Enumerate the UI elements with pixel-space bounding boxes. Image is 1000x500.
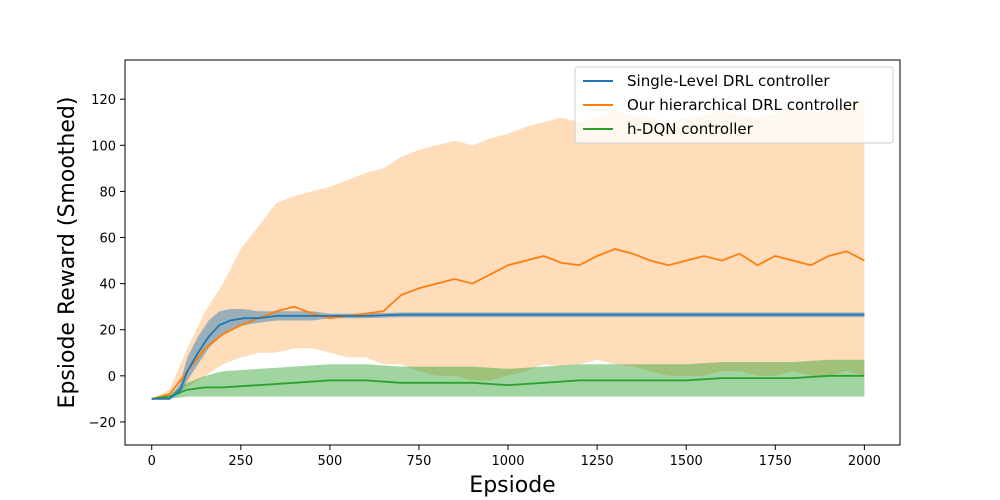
x-tick-label: 500 (317, 454, 342, 469)
y-tick-label: −20 (89, 416, 116, 431)
x-tick-label: 1250 (581, 454, 614, 469)
y-tick-label: 100 (91, 139, 116, 154)
x-tick-label: 0 (148, 454, 156, 469)
y-tick-label: 120 (91, 93, 116, 108)
band-2 (151, 99, 865, 399)
uncertainty-bands (151, 99, 865, 399)
band-3 (151, 359, 865, 399)
legend-label-2: Our hierarchical DRL controller (627, 96, 859, 114)
y-tick-label: 40 (99, 278, 116, 293)
y-tick-label: 60 (99, 232, 116, 247)
plot-frame (124, 59, 901, 446)
x-axis-title: Epsiode (469, 473, 555, 498)
y-tick-label: 20 (99, 324, 116, 339)
x-tick-label: 1500 (670, 454, 703, 469)
series-line-2 (151, 248, 865, 400)
band-1 (151, 309, 865, 399)
legend-box (574, 66, 894, 144)
x-tick-label: 1750 (759, 454, 792, 469)
x-tick-label: 750 (407, 454, 432, 469)
legend-label-1: Single-Level DRL controller (627, 72, 830, 90)
legend-label-3: h-DQN controller (627, 120, 754, 138)
y-tick-label: 80 (99, 185, 116, 200)
series-lines (151, 248, 865, 400)
x-tick-label: 2000 (848, 454, 881, 469)
y-axis: −20 0 20 40 60 80 100 120 (89, 93, 125, 431)
series-line-3 (151, 374, 865, 400)
y-axis-title: Epsiode Reward (Smoothed) (55, 97, 80, 409)
x-tick-label: 250 (228, 454, 253, 469)
x-tick-label: 1000 (491, 454, 524, 469)
x-axis: 0 250 500 750 1000 1250 1500 1750 2000 (148, 445, 881, 469)
legend: Single-Level DRL controller Our hierarchi… (574, 66, 894, 144)
series-line-1 (151, 313, 865, 400)
y-tick-label: 0 (108, 370, 116, 385)
